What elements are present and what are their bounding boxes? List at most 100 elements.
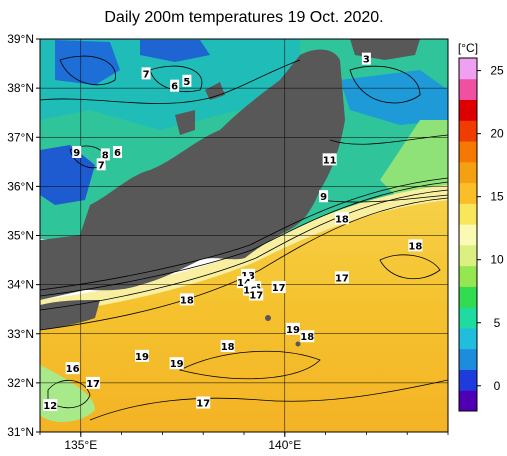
cold-core-w <box>40 145 95 205</box>
contour-label-bg <box>100 148 110 161</box>
contour-label-text: 9 <box>73 148 80 159</box>
contour-label: 7 <box>141 67 151 80</box>
cold-core-ne <box>340 70 448 125</box>
contour-label-bg <box>361 52 371 65</box>
contour-label-bg <box>169 357 184 370</box>
contour-label-bg <box>220 340 235 353</box>
sado-island <box>205 82 225 100</box>
honshu-landmass <box>40 49 345 300</box>
contour-label: 18 <box>408 239 423 252</box>
contour-label-text: 18 <box>335 214 349 225</box>
contour-label-text: 6 <box>114 148 121 159</box>
colorbar-segment <box>459 120 477 142</box>
contour-label: 12 <box>43 398 58 412</box>
colorbar-segment <box>459 58 477 80</box>
colorbar-segment <box>459 286 477 308</box>
colorbar-segment <box>459 244 477 267</box>
colorbar-segment <box>459 348 477 370</box>
lat-tick-label: 31°N <box>7 425 34 439</box>
contour-label-bg <box>196 396 211 409</box>
map-title: Daily 200m temperatures 19 Oct. 2020. <box>104 9 384 26</box>
contour-label-text: 7 <box>143 69 150 80</box>
contour-label-text: 17 <box>335 273 349 284</box>
contour-label: 19 <box>285 322 300 336</box>
lat-tick-label: 35°N <box>7 229 34 243</box>
colorbar-segment <box>459 224 477 246</box>
contour-label-bg <box>285 322 300 335</box>
cold-core-nw <box>55 40 120 85</box>
lat-tick-label: 33°N <box>7 327 34 341</box>
contour-label-text: 17 <box>249 290 263 301</box>
colorbar-segment <box>459 307 477 329</box>
colorbar-tick-label: 15 <box>490 190 504 204</box>
contour-label-text: 12 <box>43 401 57 412</box>
hachijo-island <box>295 341 301 347</box>
contour-label-text: 18 <box>221 342 235 353</box>
contour-label-text: 18 <box>408 241 422 252</box>
contour-label-bg <box>322 153 337 166</box>
colorbar: [°C] 25 20 15 10 5 0 <box>458 41 504 412</box>
contour-label: 17 <box>249 288 264 301</box>
contour-label-bg <box>113 145 123 158</box>
contour-label: 6 <box>113 145 123 159</box>
contour-label-bg <box>271 281 286 294</box>
contour-label-bg <box>170 79 180 92</box>
colorbar-unit: [°C] <box>458 41 478 55</box>
contour-label-text: 8 <box>102 150 109 161</box>
map-axes: 39°N 38°N 37°N 36°N 35°N 34°N 33°N 32°N 31°N 135°… <box>7 32 449 452</box>
contour-label: 17 <box>271 281 286 294</box>
contour-label-text: 19 <box>286 325 300 336</box>
lat-tick-label: 37°N <box>7 130 34 144</box>
contour-label: 11 <box>322 153 337 166</box>
contour-label: 19 <box>135 349 149 363</box>
lat-tick-label: 38°N <box>7 81 34 95</box>
colorbar-segment <box>459 265 477 287</box>
contour-label-bg <box>249 288 264 301</box>
contour-label: 18 <box>220 340 235 353</box>
colorbar-tick-label: 10 <box>490 253 504 267</box>
colorbar-segment <box>459 203 477 225</box>
contour-label-bg <box>43 398 58 411</box>
contour-label: 7 <box>96 158 106 171</box>
contour-label: 9 <box>72 145 82 159</box>
colorbar-segment <box>459 327 477 350</box>
colorbar-tick-label: 25 <box>490 64 504 78</box>
contour-label-text: 16 <box>66 364 80 375</box>
contour-label-bg <box>141 67 151 80</box>
lat-tick-label: 34°N <box>7 278 34 292</box>
contour-label-bg <box>179 293 194 306</box>
contour-label: 19 <box>169 357 184 370</box>
lat-tick-label: 32°N <box>7 376 34 390</box>
contour-label-bg <box>135 349 149 362</box>
contour-label-bg <box>72 145 82 158</box>
contour-label-bg <box>319 190 329 203</box>
contour-label-text: 17 <box>272 283 286 294</box>
contour-label-bg <box>65 362 80 375</box>
contour-label-bg <box>96 158 106 171</box>
colorbar-segment <box>459 99 477 121</box>
contour-label-text: 11 <box>323 155 337 166</box>
contour-label: 5 <box>182 74 192 88</box>
colorbar-segment <box>459 78 477 101</box>
contour-label-text: 19 <box>170 359 184 370</box>
contour-label: 18 <box>300 330 315 343</box>
contour-label-text: 19 <box>135 352 149 363</box>
izu-island <box>265 315 271 321</box>
contour-labels: 3765987611918181713141516171718191818191… <box>43 52 423 412</box>
colorbar-segment <box>459 141 477 163</box>
contour-label-text: 18 <box>180 295 194 306</box>
cold-core-n <box>140 40 210 62</box>
contour-label-bg <box>86 376 101 389</box>
contour-label-bg <box>300 330 315 343</box>
contour-label: 17 <box>86 376 101 390</box>
contour-label-text: 5 <box>183 77 190 88</box>
lon-tick-label: 135°E <box>64 438 97 452</box>
colorbar-segment <box>459 390 477 412</box>
contour-label-bg <box>408 239 423 252</box>
contour-label: 8 <box>100 148 110 161</box>
colorbar-segment <box>459 369 477 391</box>
shikoku-landmass <box>40 300 100 330</box>
contour-label-text: 17 <box>86 379 100 390</box>
contour-label-bg <box>334 212 349 225</box>
